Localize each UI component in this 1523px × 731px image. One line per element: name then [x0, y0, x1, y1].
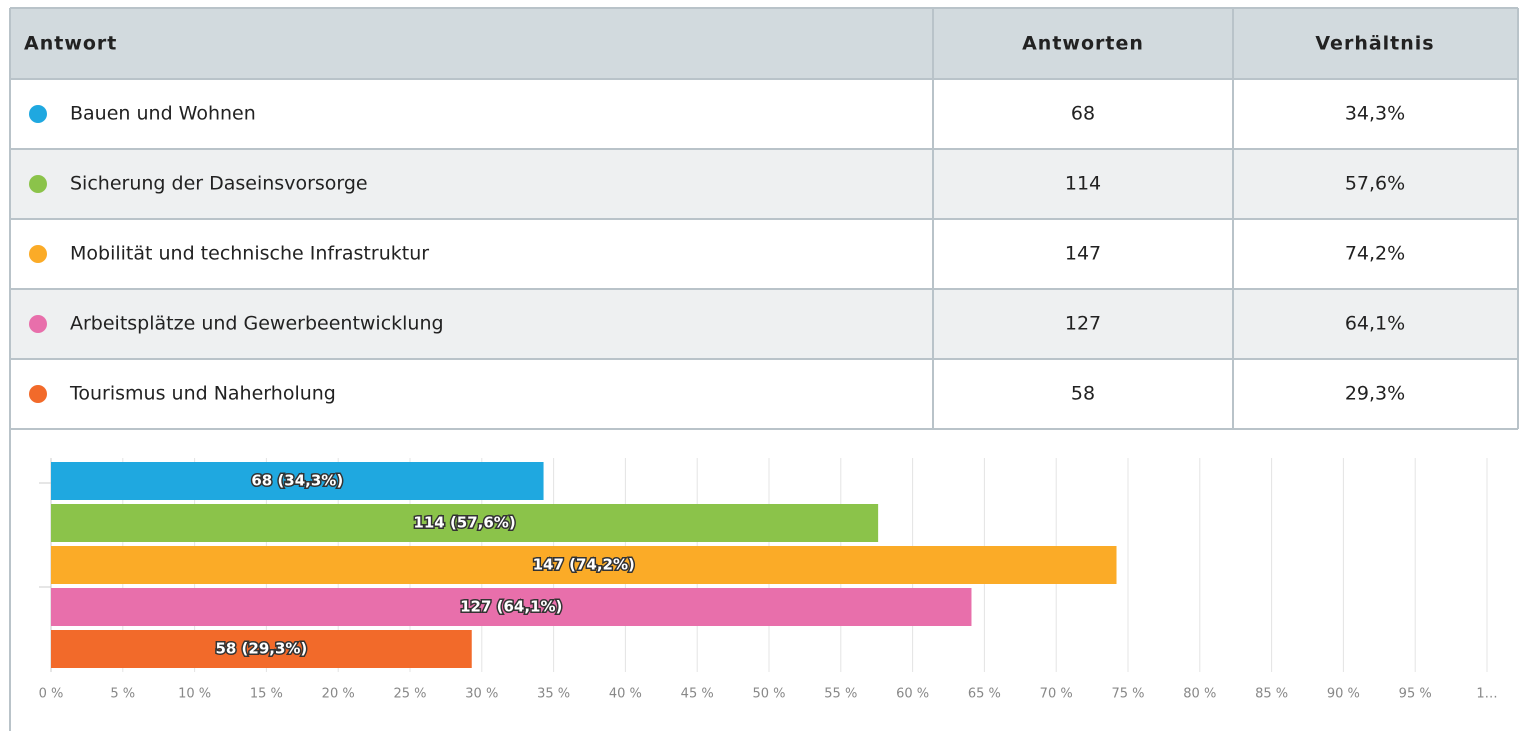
answer-cell: Sicherung der Daseinsvorsorge: [70, 173, 368, 195]
x-tick-label: 10 %: [178, 687, 211, 702]
answer-cell: Tourismus und Naherholung: [69, 383, 336, 405]
x-tick-label: 80 %: [1183, 687, 1216, 702]
x-tick-label: 30 %: [465, 687, 498, 702]
table-row: [10, 289, 1518, 359]
x-tick-label: 0 %: [39, 687, 64, 702]
table-row: [10, 149, 1518, 219]
count-cell: 68: [1071, 103, 1095, 125]
answer-cell: Mobilität und technische Infrastruktur: [70, 243, 429, 265]
x-tick-label: 90 %: [1327, 687, 1360, 702]
bar-value-label: 127 (64,1%): [460, 598, 562, 616]
table-row: [10, 219, 1518, 289]
bar-value-label: 147 (74,2%): [533, 556, 635, 574]
count-cell: 127: [1065, 313, 1101, 335]
table-row: [10, 359, 1518, 429]
x-tick-label: 45 %: [681, 687, 714, 702]
color-dot: [29, 245, 47, 263]
color-dot: [29, 105, 47, 123]
x-tick-label: 15 %: [250, 687, 283, 702]
ratio-cell: 74,2%: [1345, 243, 1405, 265]
x-tick-label: 1…: [1476, 687, 1497, 702]
x-tick-label: 95 %: [1399, 687, 1432, 702]
color-dot: [29, 385, 47, 403]
bar: [51, 630, 472, 668]
count-cell: 147: [1065, 243, 1101, 265]
count-cell: 58: [1071, 383, 1095, 405]
bar-value-label: 114 (57,6%): [413, 514, 515, 532]
x-tick-label: 5 %: [110, 687, 135, 702]
x-tick-label: 20 %: [322, 687, 355, 702]
answer-cell: Arbeitsplätze und Gewerbeentwicklung: [70, 313, 444, 335]
header-cell: Verhältnis: [1315, 33, 1434, 55]
ratio-cell: 34,3%: [1345, 103, 1405, 125]
x-tick-label: 35 %: [537, 687, 570, 702]
x-tick-label: 55 %: [824, 687, 857, 702]
x-tick-label: 60 %: [896, 687, 929, 702]
count-cell: 114: [1065, 173, 1101, 195]
bar: [51, 546, 1117, 584]
x-tick-label: 85 %: [1255, 687, 1288, 702]
header-cell: Antworten: [1022, 33, 1144, 55]
bar-value-label: 68 (34,3%): [251, 472, 343, 490]
ratio-cell: 57,6%: [1345, 173, 1405, 195]
header-row: [10, 8, 1518, 78]
answer-cell: Bauen und Wohnen: [70, 103, 256, 125]
color-dot: [29, 315, 47, 333]
header-cell: Antwort: [24, 33, 117, 55]
x-tick-label: 65 %: [968, 687, 1001, 702]
x-tick-label: 50 %: [752, 687, 785, 702]
x-tick-label: 25 %: [393, 687, 426, 702]
x-tick-label: 75 %: [1111, 687, 1144, 702]
bar: [51, 462, 544, 500]
table-row: [10, 79, 1518, 149]
x-tick-label: 70 %: [1040, 687, 1073, 702]
x-tick-label: 40 %: [609, 687, 642, 702]
bar-value-label: 58 (29,3%): [215, 640, 307, 658]
color-dot: [29, 175, 47, 193]
ratio-cell: 29,3%: [1345, 383, 1405, 405]
bar: [51, 504, 879, 542]
ratio-cell: 64,1%: [1345, 313, 1405, 335]
bar: [51, 588, 972, 626]
